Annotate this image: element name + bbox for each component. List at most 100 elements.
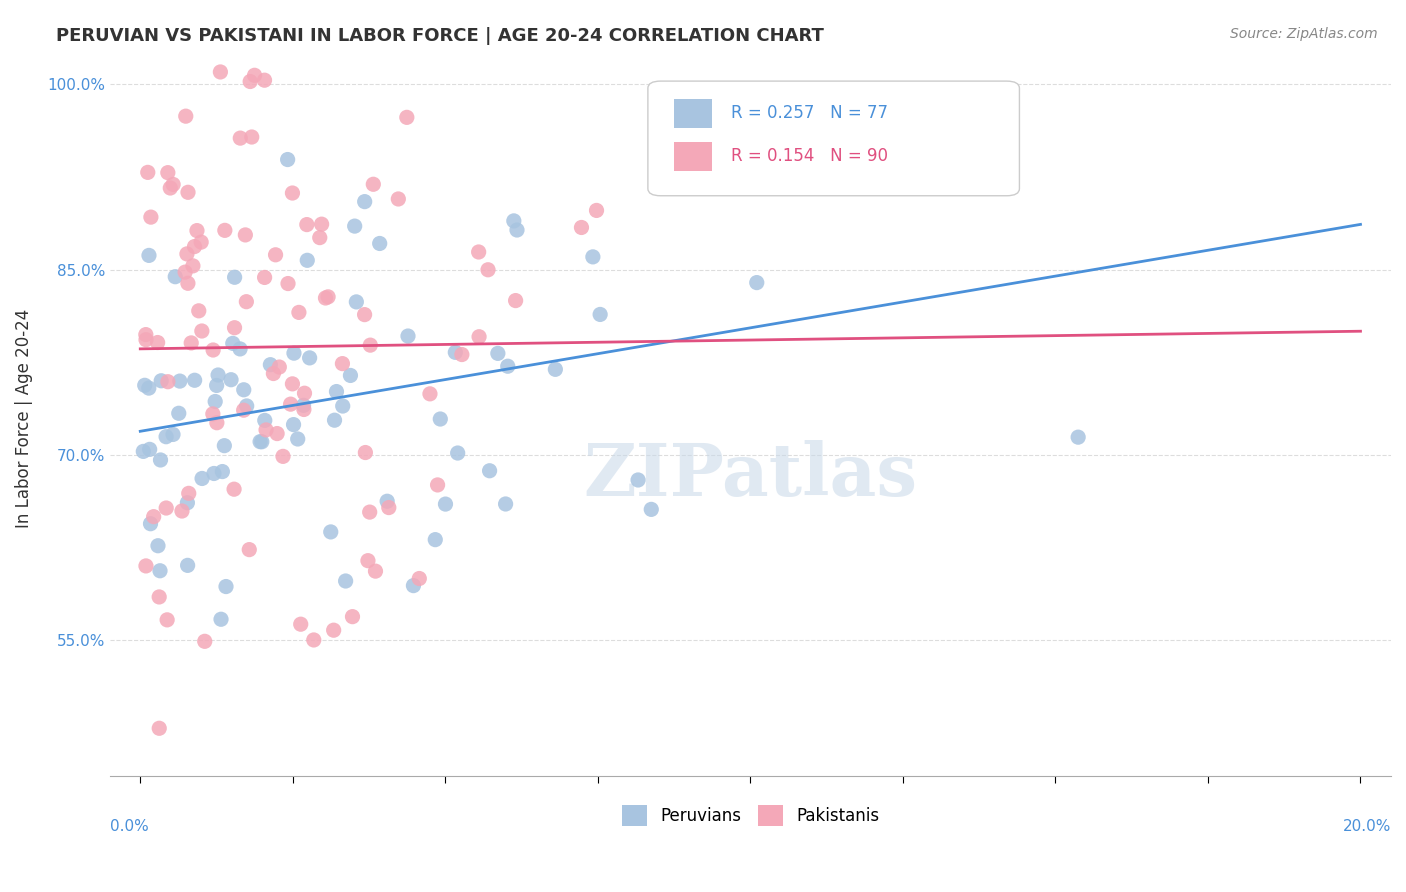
Point bbox=[495, 497, 517, 511]
Point bbox=[235, 294, 257, 309]
Point bbox=[181, 259, 204, 273]
Point bbox=[177, 186, 200, 200]
Point bbox=[402, 579, 425, 593]
Point bbox=[138, 442, 160, 457]
Point bbox=[1067, 430, 1090, 444]
Point bbox=[316, 290, 339, 304]
Point bbox=[194, 634, 217, 648]
Point bbox=[150, 374, 173, 388]
Point bbox=[292, 402, 315, 417]
FancyBboxPatch shape bbox=[648, 81, 1019, 195]
Point bbox=[298, 351, 321, 365]
Point bbox=[235, 227, 257, 242]
Point bbox=[155, 501, 177, 516]
Point bbox=[146, 539, 169, 553]
Point bbox=[176, 496, 198, 510]
Point bbox=[571, 220, 593, 235]
Point bbox=[344, 294, 367, 309]
Point bbox=[250, 434, 273, 449]
Point bbox=[283, 417, 305, 432]
Point bbox=[585, 203, 607, 218]
Point bbox=[359, 338, 381, 352]
Point bbox=[259, 358, 281, 372]
Point bbox=[148, 721, 170, 735]
Point bbox=[224, 270, 246, 285]
Point bbox=[229, 131, 252, 145]
Point bbox=[506, 223, 529, 237]
Point bbox=[288, 305, 311, 319]
Point bbox=[271, 450, 294, 464]
Point bbox=[186, 224, 208, 238]
Point bbox=[745, 276, 768, 290]
Text: PERUVIAN VS PAKISTANI IN LABOR FORCE | AGE 20-24 CORRELATION CHART: PERUVIAN VS PAKISTANI IN LABOR FORCE | A… bbox=[56, 27, 824, 45]
Point bbox=[425, 533, 447, 547]
Point bbox=[162, 427, 184, 442]
Point bbox=[156, 613, 179, 627]
Point bbox=[159, 181, 181, 195]
Point bbox=[190, 235, 212, 249]
Point bbox=[156, 375, 179, 389]
Point bbox=[170, 504, 193, 518]
Point bbox=[149, 453, 172, 467]
Legend: Peruvians, Pakistanis: Peruvians, Pakistanis bbox=[614, 798, 886, 832]
Point bbox=[222, 336, 245, 351]
Point bbox=[353, 308, 375, 322]
Point bbox=[502, 214, 524, 228]
Point bbox=[343, 219, 366, 233]
Point bbox=[387, 192, 409, 206]
Point bbox=[202, 343, 225, 357]
Point bbox=[287, 432, 309, 446]
Point bbox=[136, 165, 159, 179]
Point bbox=[395, 111, 418, 125]
Point bbox=[254, 423, 277, 437]
Point bbox=[283, 346, 305, 360]
Point bbox=[146, 335, 169, 350]
Point bbox=[165, 269, 187, 284]
Point bbox=[253, 73, 276, 87]
Point bbox=[359, 505, 381, 519]
Point bbox=[215, 580, 238, 594]
Point bbox=[396, 329, 419, 343]
Point bbox=[139, 516, 162, 531]
Point bbox=[311, 217, 333, 231]
Point bbox=[177, 486, 200, 500]
Point bbox=[468, 330, 491, 344]
Point bbox=[155, 430, 177, 444]
Point bbox=[162, 178, 184, 192]
Point bbox=[202, 467, 225, 481]
Point bbox=[408, 572, 430, 586]
Point bbox=[224, 320, 246, 334]
Point bbox=[134, 378, 156, 392]
Point bbox=[138, 248, 160, 262]
Point bbox=[240, 130, 263, 145]
Point bbox=[214, 439, 236, 453]
Point bbox=[235, 399, 257, 413]
Point bbox=[322, 623, 344, 637]
Point bbox=[783, 112, 806, 126]
Point bbox=[253, 413, 276, 427]
Point bbox=[180, 335, 202, 350]
Point bbox=[138, 381, 160, 395]
Point bbox=[201, 407, 224, 421]
Point bbox=[207, 368, 229, 382]
Point bbox=[177, 277, 200, 291]
Point bbox=[281, 186, 304, 200]
Point bbox=[627, 473, 650, 487]
Point bbox=[277, 153, 299, 167]
Point bbox=[229, 342, 252, 356]
Point bbox=[353, 194, 375, 209]
Point bbox=[174, 109, 197, 123]
Point bbox=[332, 357, 354, 371]
Point bbox=[211, 465, 233, 479]
Point bbox=[354, 445, 377, 459]
Point bbox=[243, 68, 266, 82]
Point bbox=[308, 230, 330, 244]
Point bbox=[544, 362, 567, 376]
Point bbox=[295, 218, 318, 232]
Point bbox=[505, 293, 527, 308]
Point bbox=[450, 347, 472, 361]
Point bbox=[357, 554, 380, 568]
Point bbox=[156, 166, 179, 180]
Point bbox=[486, 346, 509, 360]
Point bbox=[135, 558, 157, 573]
